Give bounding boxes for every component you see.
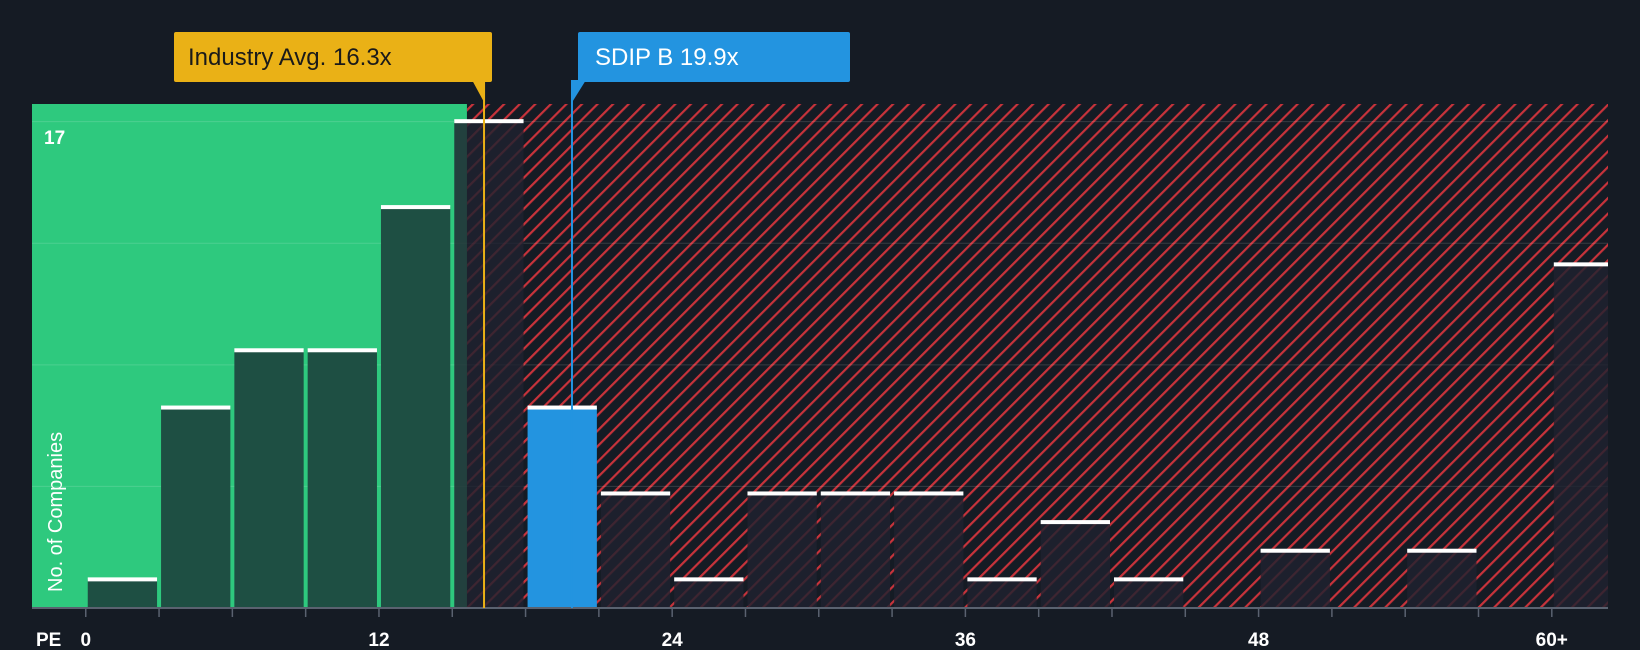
bar-cap	[527, 405, 597, 410]
bar-cap	[454, 119, 524, 124]
industry-avg-callout	[174, 32, 492, 82]
bar-cap	[820, 491, 891, 496]
histogram-bar	[674, 579, 744, 608]
histogram-bar	[894, 493, 964, 608]
x-tick-label: 36	[955, 630, 976, 650]
histogram-bar	[307, 350, 377, 608]
bar-cap	[1040, 520, 1110, 525]
bar-cap	[747, 491, 817, 496]
bar-cap	[967, 577, 1037, 582]
company-pe-callout	[578, 32, 850, 82]
histogram-bar	[820, 493, 891, 608]
bar-cap	[674, 577, 744, 582]
bar-cap	[1260, 548, 1330, 553]
histogram-bar	[1260, 550, 1330, 608]
histogram-bar	[1113, 579, 1184, 608]
bar-cap	[234, 348, 304, 353]
histogram-bars	[87, 119, 1608, 608]
y-axis-label: No. of Companies	[45, 432, 67, 592]
histogram-bar	[1407, 550, 1477, 608]
histogram-bar	[87, 579, 158, 608]
bar-cap	[380, 205, 451, 210]
bar-cap	[161, 405, 231, 410]
x-tick-label: 0	[80, 630, 91, 650]
x-axis-ticks: 0 12 24 36 48 60+	[80, 608, 1568, 650]
x-axis-label: PE	[36, 630, 61, 650]
bar-cap	[1113, 577, 1184, 582]
histogram-bar	[600, 493, 671, 608]
company-pe-pointer	[570, 80, 586, 104]
x-tick-label: 48	[1248, 630, 1269, 650]
bar-cap	[600, 491, 671, 496]
bar-cap	[87, 577, 158, 582]
x-tick-label: 12	[368, 630, 389, 650]
histogram-bar	[747, 493, 817, 608]
industry-avg-pointer	[472, 80, 486, 104]
bar-cap	[1407, 548, 1477, 553]
bar-cap	[894, 491, 964, 496]
industry-avg-label: Industry Avg. 16.3x	[188, 44, 392, 71]
histogram-bar	[1553, 264, 1608, 608]
histogram-bar	[527, 407, 597, 608]
histogram-bar	[1040, 522, 1110, 608]
y-max-label: 17	[44, 128, 65, 149]
bar-cap	[1553, 262, 1608, 267]
histogram-bar	[454, 121, 524, 608]
bar-cap	[307, 348, 377, 353]
company-pe-label: SDIP B 19.9x	[595, 44, 739, 71]
histogram-bar	[380, 207, 451, 608]
x-tick-label: 60+	[1536, 630, 1568, 650]
histogram-bar	[234, 350, 304, 608]
x-tick-label: 24	[662, 630, 684, 650]
histogram-bar	[967, 579, 1037, 608]
histogram-bar	[161, 407, 231, 608]
